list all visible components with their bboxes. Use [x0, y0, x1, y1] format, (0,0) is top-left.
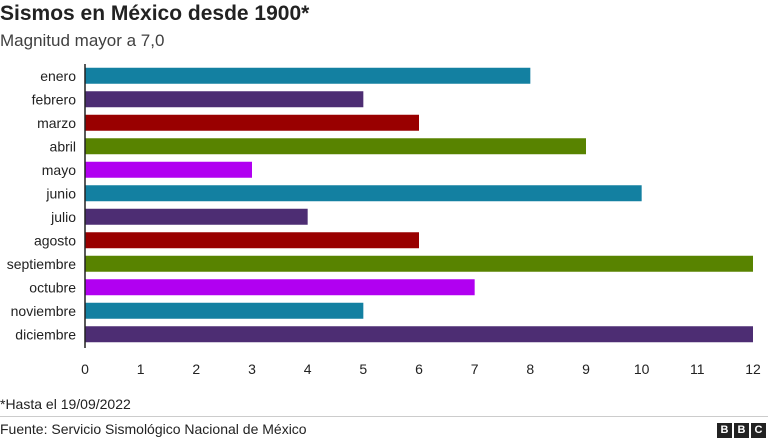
x-tick-label: 10	[634, 361, 650, 377]
category-label: mayo	[42, 162, 76, 178]
x-tick-label: 12	[745, 361, 761, 377]
chart-subtitle: Magnitud mayor a 7,0	[0, 31, 165, 50]
category-label: febrero	[32, 91, 77, 107]
category-label: junio	[45, 185, 76, 201]
x-tick-label: 2	[192, 361, 200, 377]
x-tick-label: 6	[415, 361, 423, 377]
x-tick-label: 11	[690, 361, 705, 377]
bar	[85, 232, 419, 249]
bar	[85, 91, 364, 108]
category-label: agosto	[34, 232, 76, 248]
footnote: *Hasta el 19/09/2022	[0, 396, 131, 412]
bbc-logo: B B C	[717, 423, 766, 438]
bar	[85, 255, 753, 272]
x-tick-label: 7	[471, 361, 479, 377]
x-tick-label: 5	[359, 361, 367, 377]
bbc-logo-letter: B	[734, 423, 749, 438]
bbc-logo-letter: C	[751, 423, 766, 438]
bar	[85, 208, 308, 225]
category-label: enero	[40, 68, 76, 84]
bar	[85, 67, 531, 84]
category-label: octubre	[29, 279, 76, 295]
source-text: Fuente: Servicio Sismológico Nacional de…	[0, 421, 307, 437]
category-label: noviembre	[11, 303, 77, 319]
bbc-logo-letter: B	[717, 423, 732, 438]
x-tick-label: 0	[81, 361, 89, 377]
category-label: marzo	[37, 115, 76, 131]
x-tick-label: 8	[526, 361, 534, 377]
x-tick-label: 3	[248, 361, 256, 377]
x-tick-label: 1	[137, 361, 145, 377]
bar	[85, 138, 586, 155]
footer-divider	[0, 416, 768, 417]
bar	[85, 302, 364, 319]
chart-title: Sismos en México desde 1900*	[0, 2, 310, 25]
bar-chart: enero febrero marzo abril mayo junio julio agos…	[7, 64, 761, 377]
bar	[85, 114, 419, 131]
bar	[85, 279, 475, 296]
category-label: julio	[50, 209, 76, 225]
x-tick-label: 9	[582, 361, 590, 377]
bar	[85, 185, 642, 202]
bar	[85, 161, 252, 178]
category-label: diciembre	[15, 326, 76, 342]
x-tick-label: 4	[304, 361, 312, 377]
category-label: septiembre	[7, 256, 76, 272]
category-label: abril	[50, 138, 76, 154]
bar	[85, 326, 753, 343]
